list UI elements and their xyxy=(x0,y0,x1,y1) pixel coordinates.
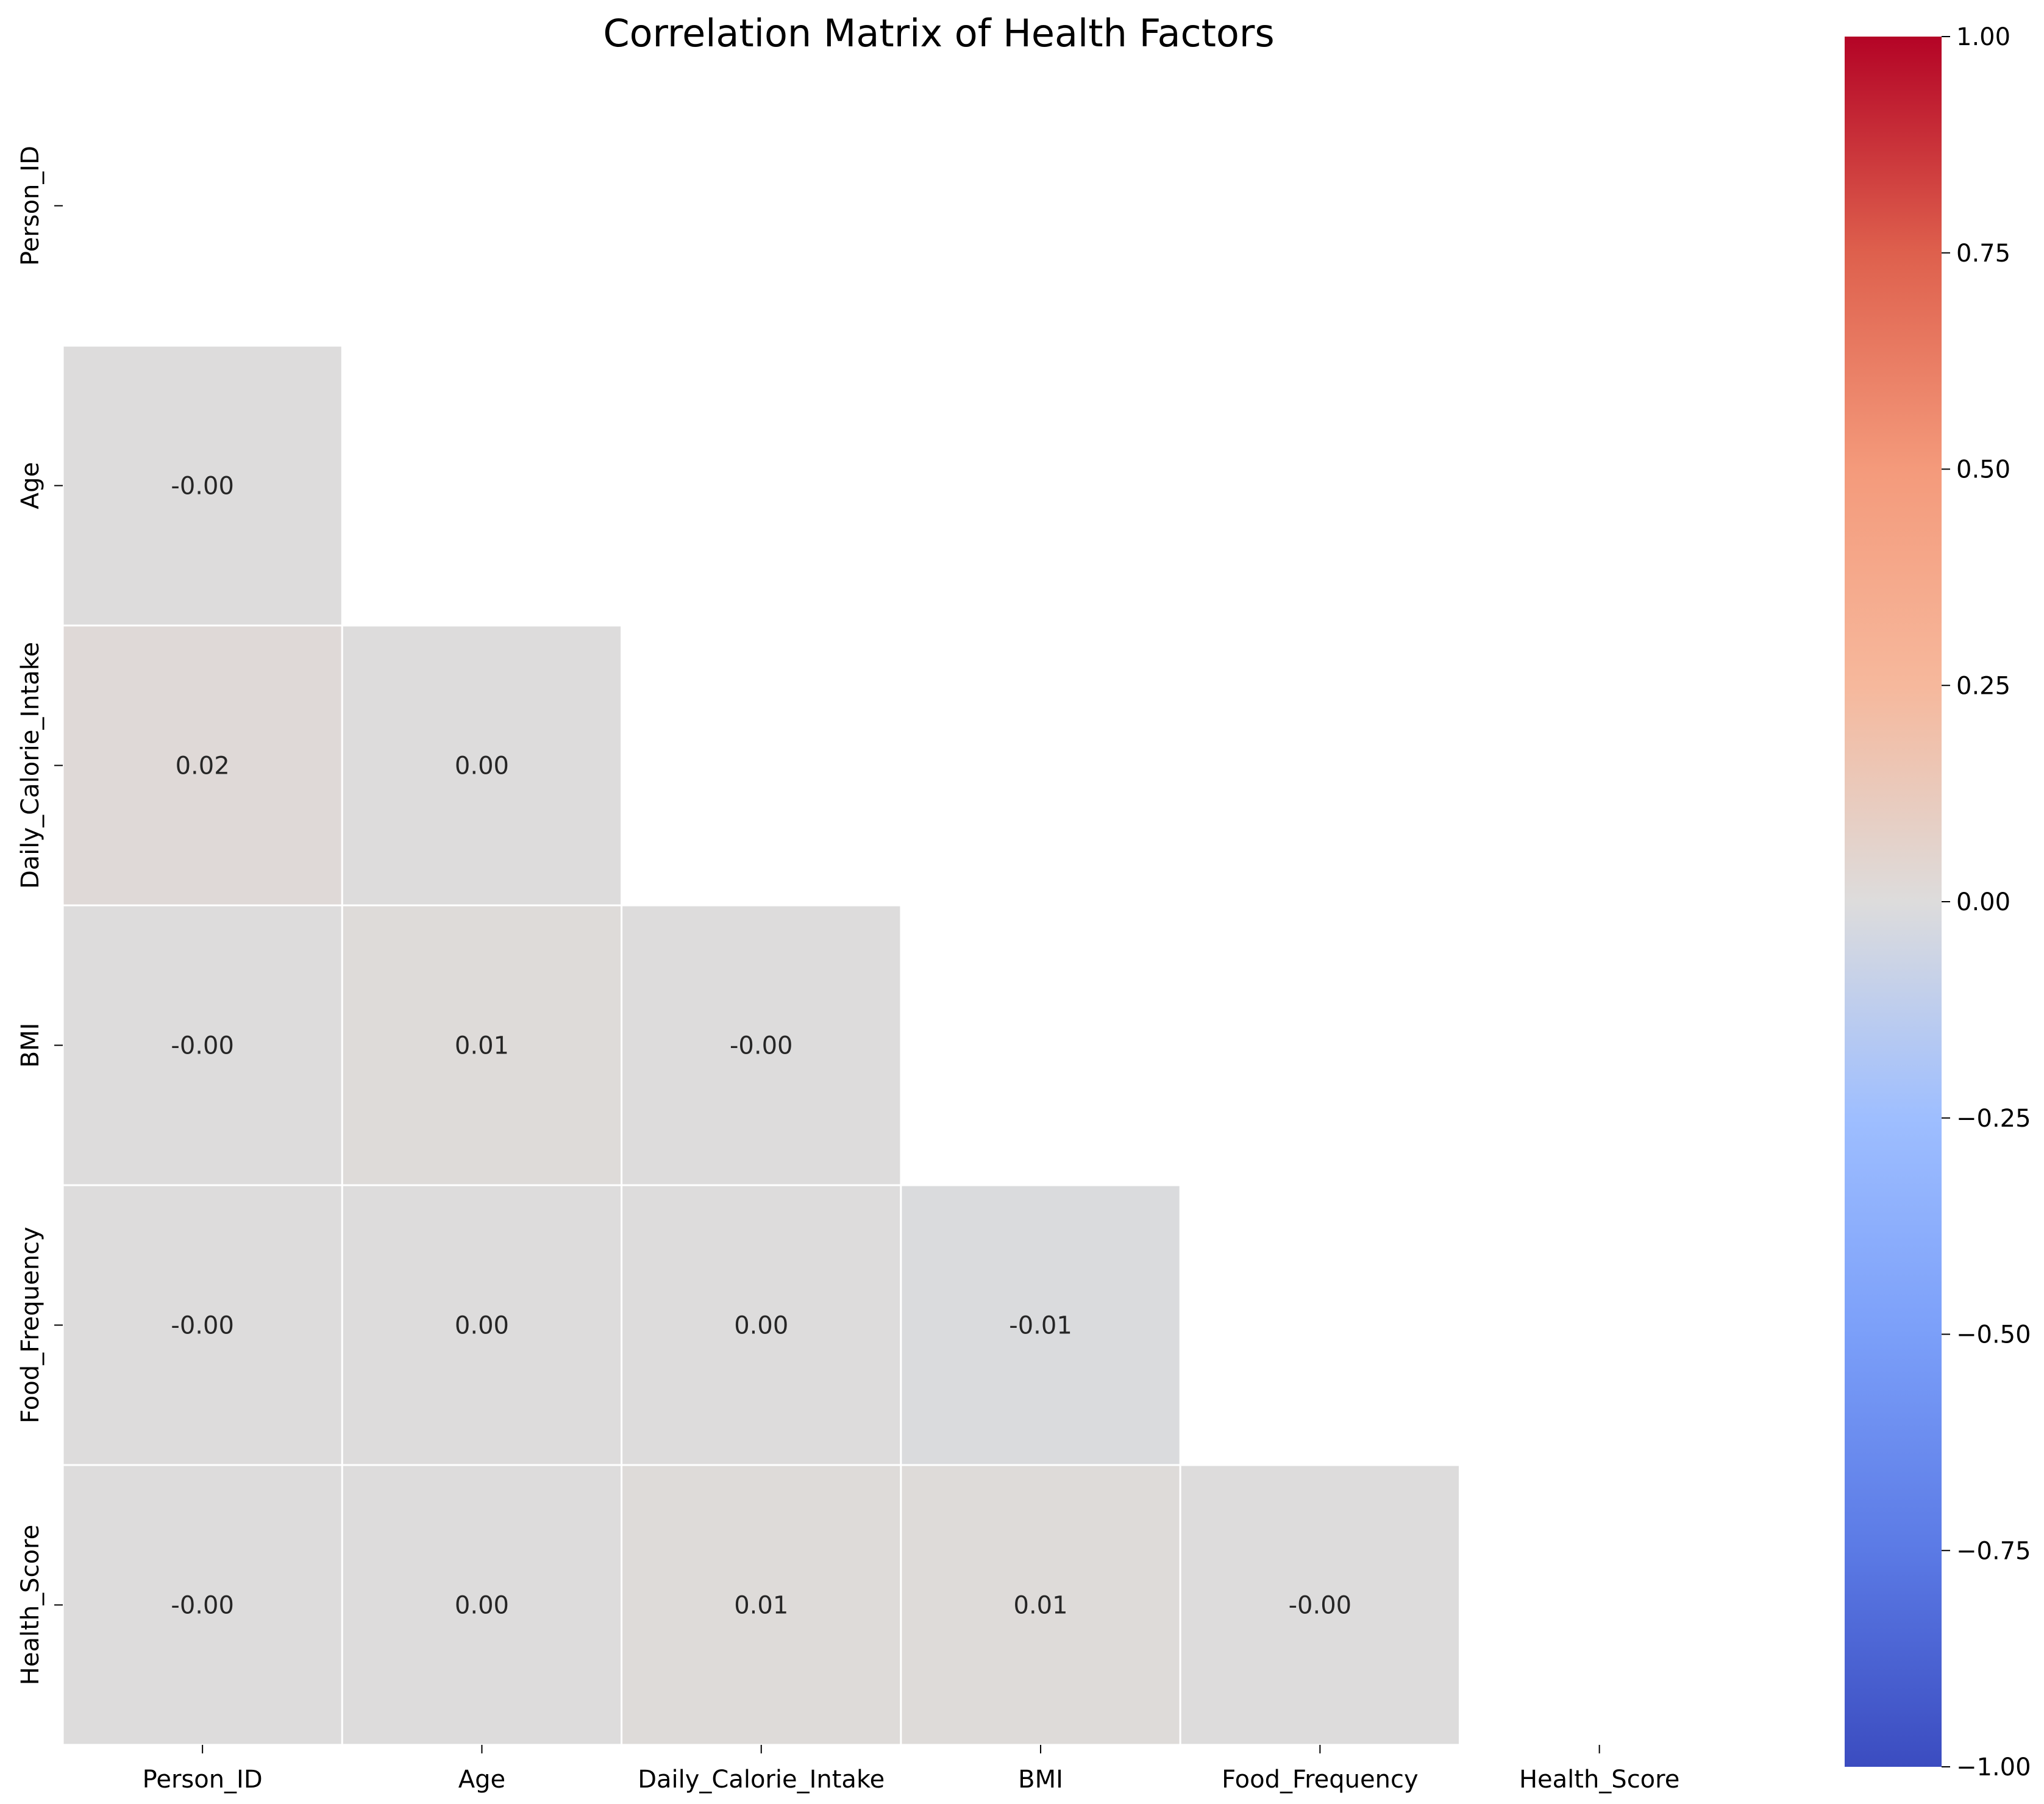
cell-value-label: -0.00 xyxy=(1289,1592,1352,1620)
colorbar-tick-label: −0.50 xyxy=(1956,1321,2031,1349)
chart-title: Correlation Matrix of Health Factors xyxy=(603,11,1274,55)
heatmap-cell xyxy=(341,904,623,1186)
colorbar-tick-label: 1.00 xyxy=(1956,23,2010,51)
heatmap-cell xyxy=(341,1184,623,1466)
heatmap-cell xyxy=(62,1184,343,1466)
colorbar-tick-label: −0.25 xyxy=(1956,1105,2031,1133)
heatmap-cell-labels: -0.00 0.02 0.00 -0.00 0.01 -0.00 -0.00 0.00 0.00… xyxy=(171,472,1351,1620)
heatmap-cell xyxy=(62,904,343,1186)
cell-value-label: 0.00 xyxy=(455,752,509,780)
cell-value-label: -0.00 xyxy=(171,1592,234,1620)
y-tick-label: Age xyxy=(16,462,45,509)
colorbar-gradient xyxy=(1845,37,1942,1767)
cell-value-label: 0.01 xyxy=(734,1592,788,1620)
heatmap-cell xyxy=(1179,1464,1461,1746)
cell-value-label: 0.01 xyxy=(1014,1592,1068,1620)
cell-value-label: 0.00 xyxy=(734,1312,788,1340)
heatmap-cell xyxy=(900,1184,1181,1466)
heatmap-cell xyxy=(62,344,343,627)
heatmap-cell xyxy=(621,1464,902,1746)
x-tick-label: Age xyxy=(458,1766,505,1794)
colorbar-tick-label: −1.00 xyxy=(1956,1753,2031,1781)
x-tick-label: Food_Frequency xyxy=(1222,1766,1419,1794)
colorbar-ticks: 1.00 0.75 0.50 0.25 0.00 −0.25 −0.50 −0.75 −1.00 xyxy=(1942,23,2031,1781)
colorbar-tick-label: 0.25 xyxy=(1956,672,2010,700)
heatmap-cells xyxy=(62,344,1461,1746)
y-tick-label: Person_ID xyxy=(16,146,45,266)
heatmap-cell xyxy=(900,1464,1181,1746)
cell-value-label: 0.02 xyxy=(176,752,230,780)
cell-value-label: -0.01 xyxy=(1009,1312,1072,1340)
cell-value-label: -0.00 xyxy=(171,1312,234,1340)
colorbar xyxy=(1845,37,1942,1767)
x-tick-label: BMI xyxy=(1018,1766,1063,1794)
x-tick-label: Person_ID xyxy=(143,1766,263,1794)
y-tick-label: Daily_Calorie_Intake xyxy=(16,642,45,889)
y-tick-label: Health_Score xyxy=(16,1525,45,1685)
colorbar-tick-label: 0.00 xyxy=(1956,888,2010,916)
cell-value-label: 0.00 xyxy=(455,1592,509,1620)
y-axis: Person_ID Age Daily_Calorie_Intake BMI Food_… xyxy=(16,146,63,1685)
heatmap-cell xyxy=(62,624,343,907)
x-axis: Person_ID Age Daily_Calorie_Intake BMI Food_… xyxy=(143,1745,1679,1794)
cell-value-label: -0.00 xyxy=(730,1032,793,1060)
cell-value-label: -0.00 xyxy=(171,1032,234,1060)
colorbar-tick-label: 0.75 xyxy=(1956,240,2010,268)
y-tick-label: BMI xyxy=(16,1023,45,1068)
heatmap-cell xyxy=(341,624,623,907)
x-tick-label: Daily_Calorie_Intake xyxy=(638,1766,885,1794)
cell-value-label: 0.01 xyxy=(455,1032,509,1060)
y-tick-label: Food_Frequency xyxy=(16,1227,45,1424)
colorbar-tick-label: −0.75 xyxy=(1956,1537,2031,1565)
heatmap-cell xyxy=(621,904,902,1186)
cell-value-label: 0.00 xyxy=(455,1312,509,1340)
x-tick-label: Health_Score xyxy=(1519,1766,1679,1794)
heatmap-cell xyxy=(341,1464,623,1746)
cell-value-label: -0.00 xyxy=(171,472,234,501)
colorbar-tick-label: 0.50 xyxy=(1956,456,2010,484)
